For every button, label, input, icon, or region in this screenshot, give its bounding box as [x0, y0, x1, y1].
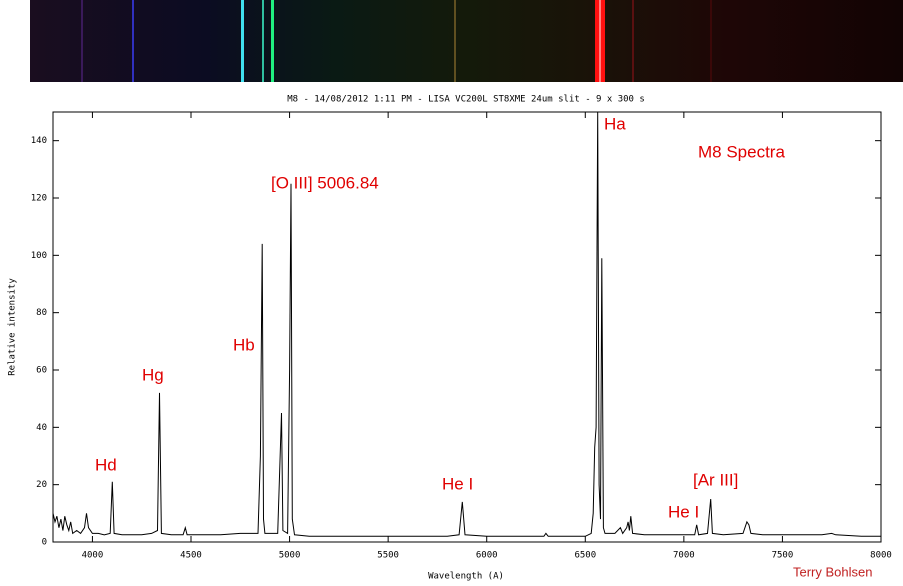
x-tick-label: 6500	[574, 551, 596, 561]
annotation: He I	[668, 502, 699, 521]
annotation: M8 Spectra	[698, 142, 785, 161]
y-tick-label: 80	[36, 308, 47, 318]
y-tick-label: 40	[36, 423, 47, 433]
annotation: [Ar III]	[693, 470, 738, 489]
y-tick-label: 100	[31, 251, 47, 261]
x-tick-label: 8000	[870, 551, 892, 561]
annotation: [O III] 5006.84	[271, 173, 379, 192]
y-tick-label: 60	[36, 366, 47, 376]
spectrum-strip	[30, 0, 903, 82]
y-tick-label: 0	[42, 538, 47, 548]
y-axis-label: Relative intensity	[8, 278, 18, 376]
annotation: Ha	[604, 114, 626, 133]
x-axis-label: Wavelength (A)	[428, 572, 504, 582]
x-tick-label: 5000	[279, 551, 301, 561]
x-tick-label: 5500	[377, 551, 399, 561]
spectrum-line	[52, 111, 881, 537]
plot-frame	[52, 111, 882, 543]
y-tick-label: 20	[36, 480, 47, 490]
x-tick-label: 7500	[772, 551, 794, 561]
chart-title: M8 - 14/08/2012 1:11 PM - LISA VC200L ST…	[287, 95, 645, 105]
annotation: Terry Bohlsen	[793, 564, 872, 579]
x-tick-label: 4500	[180, 551, 202, 561]
annotation: Hd	[95, 455, 117, 474]
y-tick-label: 120	[31, 194, 47, 204]
x-tick-label: 7000	[673, 551, 695, 561]
x-tick-label: 6000	[476, 551, 498, 561]
annotation: He I	[442, 474, 473, 493]
x-tick-label: 4000	[82, 551, 104, 561]
y-tick-label: 140	[31, 136, 47, 146]
annotation: Hb	[233, 335, 255, 354]
annotation: Hg	[142, 365, 164, 384]
